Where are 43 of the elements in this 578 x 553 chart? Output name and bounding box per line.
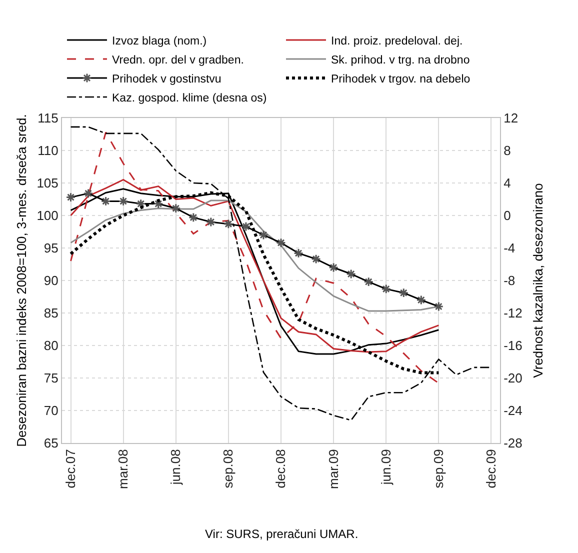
y2-tick-label: -28: [504, 436, 522, 451]
x-tick-label: mar.08: [116, 449, 131, 489]
x-tick-label: sep.08: [220, 449, 236, 488]
y2-tick-label: 8: [504, 143, 511, 158]
x-tick-label: jun.08: [168, 449, 184, 486]
x-tick-label: sep.09: [430, 449, 446, 488]
y2-tick-label: -4: [504, 240, 516, 256]
y2-tick-label: 0: [504, 208, 511, 224]
y2-tick-label: -8: [504, 273, 516, 288]
legend-label: Izvoz blaga (nom.): [112, 35, 207, 48]
y-tick-label: 105: [36, 176, 58, 191]
text: Vir: SURS, preračuni UMAR.: [205, 527, 358, 541]
y-tick-label: 110: [38, 143, 58, 158]
legend-label: Vredn. opr. del v gradben.: [112, 54, 244, 66]
y-tick-label: 95: [44, 240, 58, 256]
y2-tick-label: -12: [504, 306, 522, 321]
y2-tick-label: -20: [504, 370, 522, 386]
y2-tick-label: 4: [504, 176, 511, 191]
legend-label: Prihodek v gostinstvu: [112, 73, 222, 86]
y-axis-title: Desezoniran bazni indeks 2008=100, 3-mes. drseča sred.: [14, 114, 29, 447]
y2-tick-label: -24: [504, 403, 522, 418]
x-tick-label: dec.09: [483, 449, 498, 488]
y-tick-label: 75: [44, 370, 58, 386]
y-tick-label: 85: [44, 306, 58, 321]
x-tick-label: dec.08: [273, 449, 288, 488]
x-tick-label: mar.09: [326, 449, 341, 489]
y2-axis-title: Vrednost kazalnika, desezonirano: [530, 183, 546, 378]
legend-label: Kaz. gospod. klime (desna os): [112, 92, 267, 104]
y-tick-label: 65: [44, 436, 58, 451]
legend-label: Ind. proiz. predeloval. dej.: [331, 35, 463, 48]
y-tick-label: 70: [44, 403, 58, 418]
y2-tick-label: 12: [504, 110, 518, 126]
line-series: [70, 126, 492, 421]
x-tick-label: dec.07: [62, 449, 78, 488]
y-tick-label: 80: [44, 338, 58, 354]
y2-tick-label: -16: [504, 338, 522, 354]
x-tick-label: jun.09: [378, 449, 394, 486]
legend-label: Prihodek v trgov. na debelo: [331, 73, 470, 86]
y-tick-label: 90: [44, 273, 58, 288]
line-series: [70, 132, 440, 384]
y-tick-label: 100: [36, 208, 58, 224]
y-tick-label: 115: [38, 110, 58, 126]
legend-label: Sk. prihod. v trg. na drobno: [331, 54, 470, 66]
